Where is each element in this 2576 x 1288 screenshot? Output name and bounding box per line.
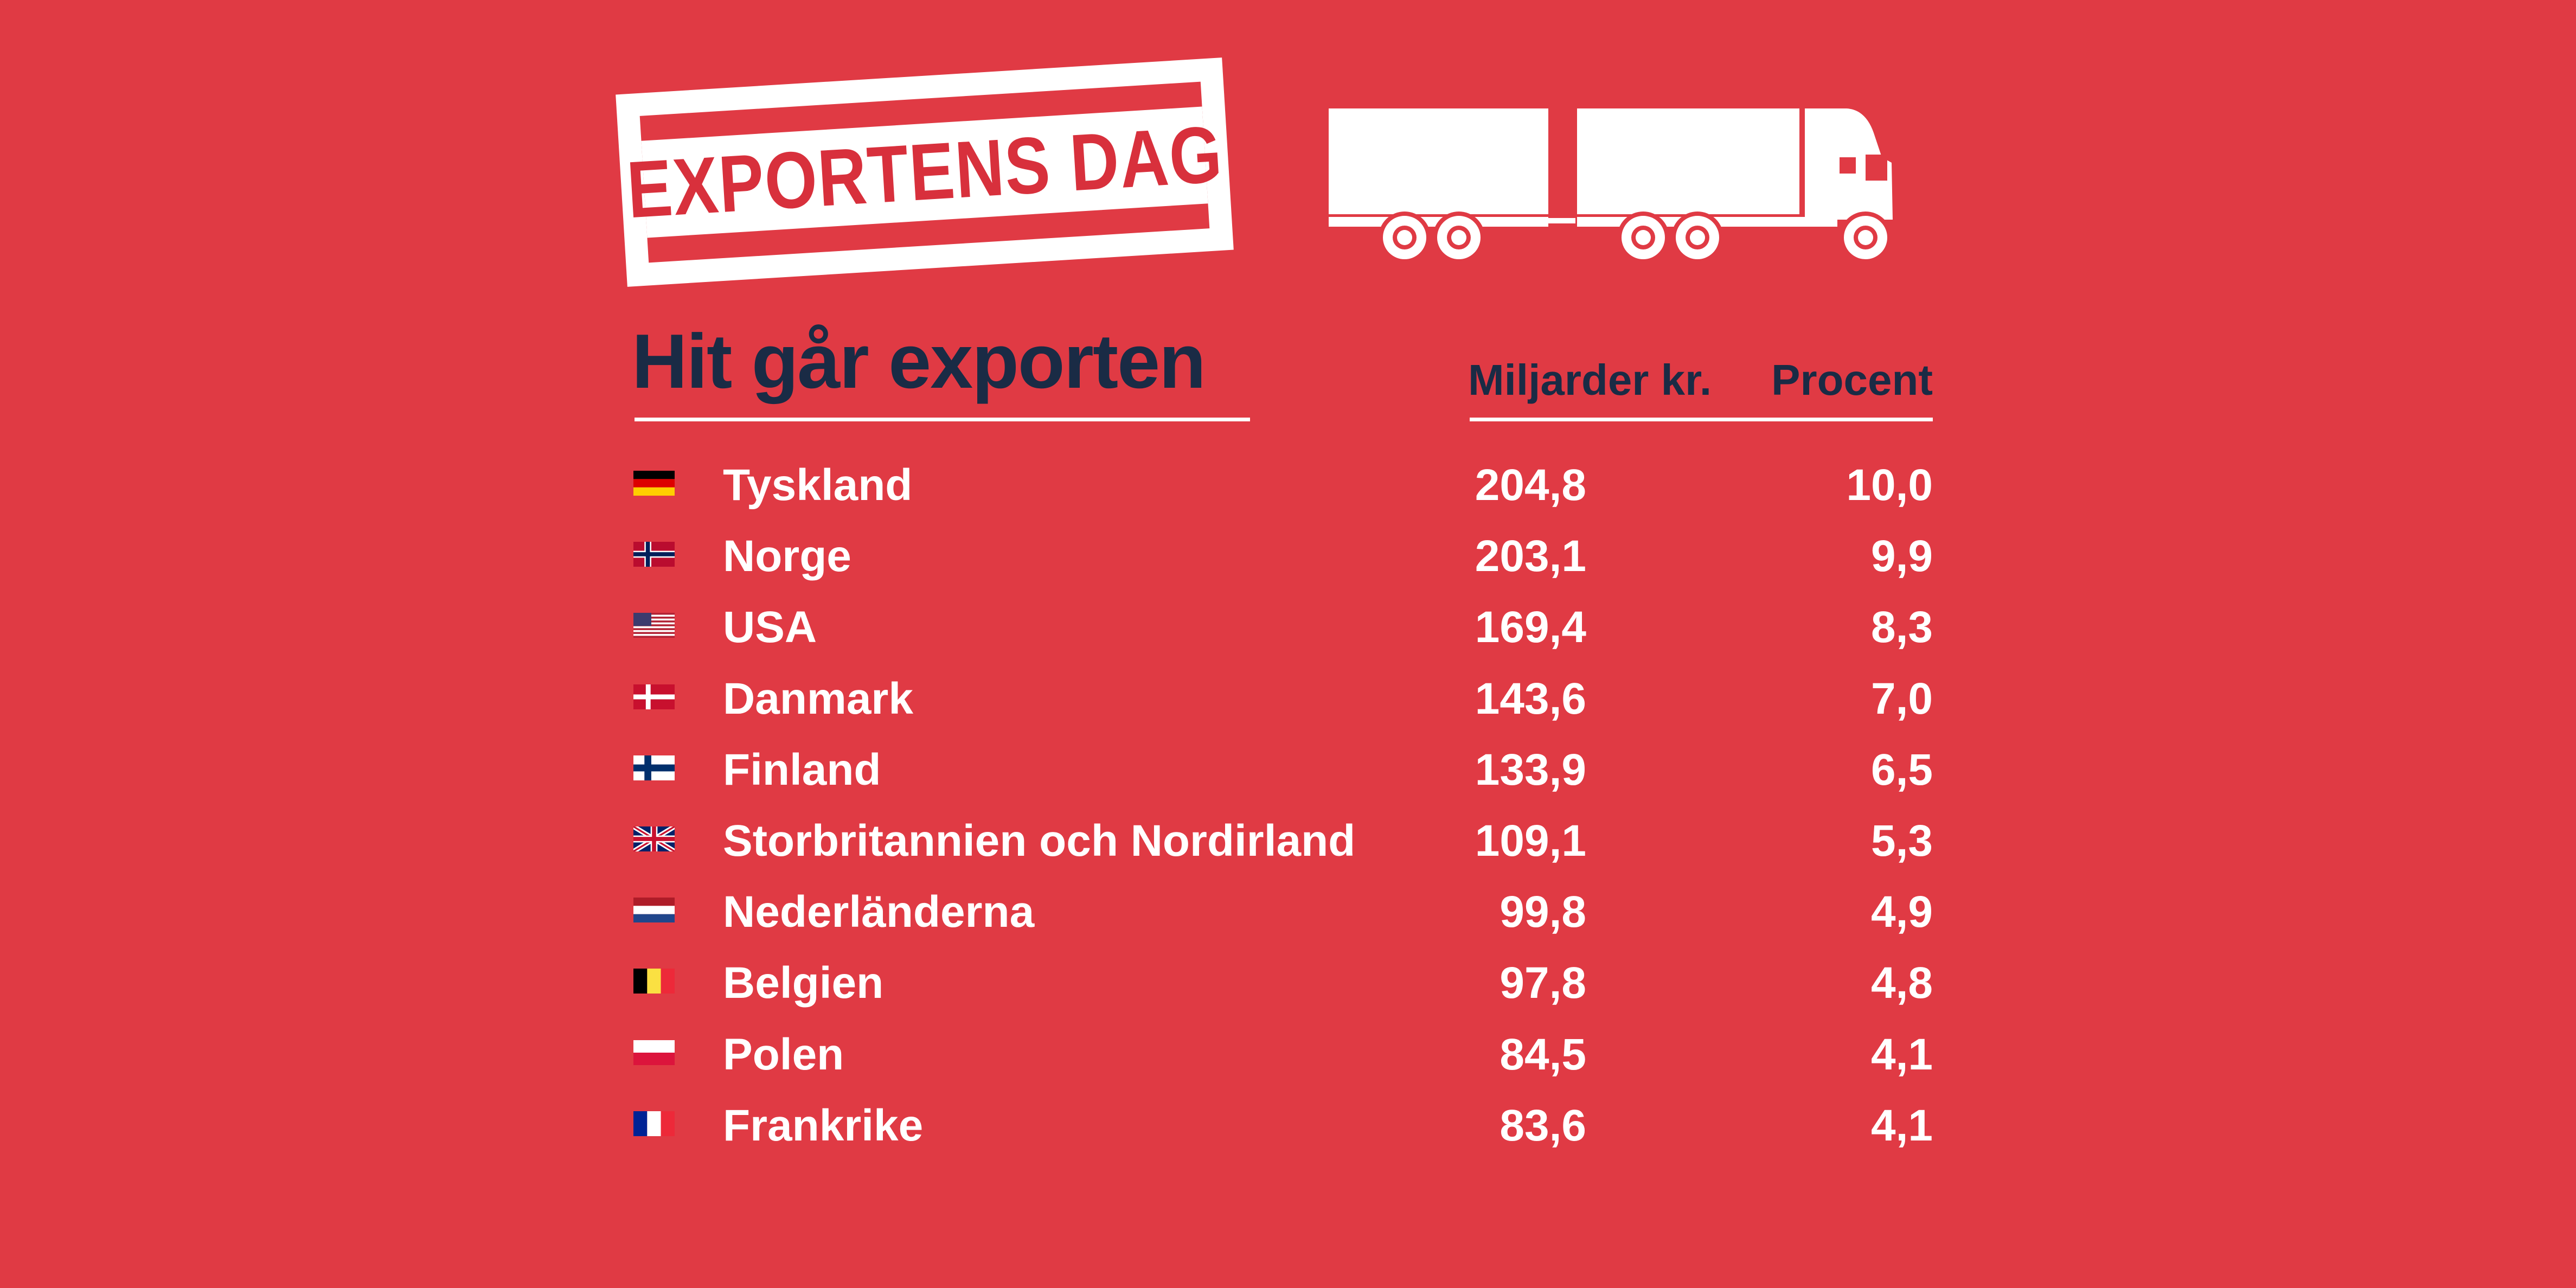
chart-title: Hit går exporten: [632, 318, 1206, 405]
export-value: 143,6: [1475, 674, 1586, 723]
export-percent: 8,3: [1871, 603, 1933, 652]
table-row: Tyskland 204,8 10,0: [0, 450, 2576, 521]
table-row: Norge 203,1 9,9: [0, 521, 2576, 592]
country-name: Nederländerna: [723, 887, 1035, 937]
table-row: Nederländerna 99,8 4,9: [0, 877, 2576, 947]
table-row: Belgien 97,8 4,8: [0, 948, 2576, 1018]
country-name: Polen: [723, 1029, 844, 1079]
germany-flag-icon: [633, 471, 675, 496]
export-value: 169,4: [1475, 603, 1586, 652]
denmark-flag-icon: [633, 684, 675, 709]
export-value: 84,5: [1500, 1029, 1586, 1079]
export-percent: 10,0: [1846, 460, 1933, 510]
netherlands-flag-icon: [633, 898, 675, 923]
column-header-percent: Procent: [1771, 356, 1933, 404]
country-name: Tyskland: [723, 460, 913, 510]
norway-flag-icon: [633, 542, 675, 567]
table-row: Danmark 143,6 7,0: [0, 664, 2576, 734]
export-percent: 7,0: [1871, 674, 1933, 723]
table-row: Storbritannien och Nordirland 109,1 5,3: [0, 806, 2576, 876]
belgium-flag-icon: [633, 969, 675, 994]
country-name: Danmark: [723, 674, 913, 723]
export-value: 204,8: [1475, 460, 1586, 510]
france-flag-icon: [633, 1111, 675, 1136]
country-name: Finland: [723, 745, 881, 794]
title-underline: [635, 418, 1250, 421]
country-name: Storbritannien och Nordirland: [723, 816, 1356, 866]
truck-icon: [1329, 108, 1893, 264]
uk-flag-icon: [633, 826, 675, 851]
export-value: 97,8: [1500, 958, 1586, 1008]
export-percent: 4,1: [1871, 1029, 1933, 1079]
table-row: Polen 84,5 4,1: [0, 1020, 2576, 1090]
export-value: 99,8: [1500, 887, 1586, 937]
poland-flag-icon: [633, 1040, 675, 1065]
country-name: Frankrike: [723, 1100, 924, 1150]
export-percent: 4,9: [1871, 887, 1933, 937]
export-percent: 4,1: [1871, 1100, 1933, 1150]
column-header-value: Miljarder kr.: [1468, 356, 1712, 404]
export-percent: 9,9: [1871, 531, 1933, 581]
exportens-dag-stamp: EXPORTENS DAG: [616, 57, 1234, 287]
export-value: 203,1: [1475, 531, 1586, 581]
export-value: 83,6: [1500, 1100, 1586, 1150]
export-percent: 5,3: [1871, 816, 1933, 866]
export-value: 109,1: [1475, 816, 1586, 866]
table-row: Finland 133,9 6,5: [0, 735, 2576, 805]
country-name: Norge: [723, 531, 851, 581]
table-row: USA 169,4 8,3: [0, 592, 2576, 663]
columns-underline: [1470, 418, 1933, 421]
country-name: Belgien: [723, 958, 884, 1008]
export-percent: 6,5: [1871, 745, 1933, 794]
table-row: Frankrike 83,6 4,1: [0, 1091, 2576, 1161]
export-value: 133,9: [1475, 745, 1586, 794]
usa-flag-icon: [633, 613, 675, 638]
finland-flag-icon: [633, 755, 675, 780]
export-percent: 4,8: [1871, 958, 1933, 1008]
country-name: USA: [723, 603, 817, 652]
